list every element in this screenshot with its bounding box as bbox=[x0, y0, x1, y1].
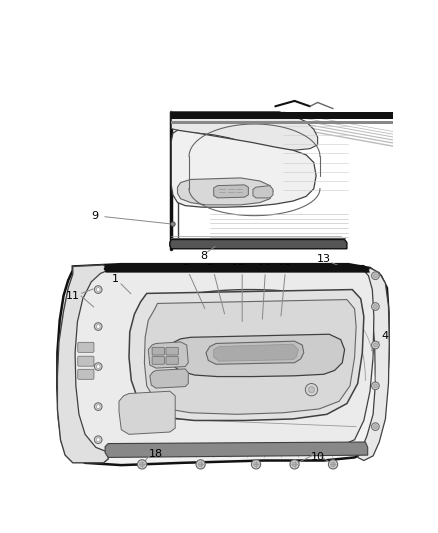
Circle shape bbox=[371, 272, 379, 280]
Circle shape bbox=[94, 436, 102, 443]
Circle shape bbox=[196, 460, 205, 469]
Circle shape bbox=[96, 288, 100, 292]
Circle shape bbox=[331, 462, 336, 467]
FancyBboxPatch shape bbox=[166, 357, 178, 364]
Text: 11: 11 bbox=[66, 290, 80, 301]
Text: 8: 8 bbox=[200, 251, 207, 261]
Text: 16: 16 bbox=[258, 264, 272, 274]
Polygon shape bbox=[150, 369, 188, 388]
Circle shape bbox=[290, 460, 299, 469]
Circle shape bbox=[292, 462, 297, 467]
Polygon shape bbox=[129, 289, 364, 421]
Polygon shape bbox=[214, 344, 298, 361]
Circle shape bbox=[96, 438, 100, 442]
Polygon shape bbox=[119, 391, 175, 434]
Circle shape bbox=[374, 274, 377, 278]
Circle shape bbox=[328, 460, 338, 469]
Circle shape bbox=[198, 462, 203, 467]
FancyBboxPatch shape bbox=[78, 342, 94, 352]
Polygon shape bbox=[167, 334, 345, 377]
FancyBboxPatch shape bbox=[78, 369, 94, 379]
Polygon shape bbox=[171, 121, 393, 124]
Text: 17: 17 bbox=[232, 264, 246, 274]
Polygon shape bbox=[171, 112, 393, 119]
Circle shape bbox=[371, 423, 379, 431]
Text: 3: 3 bbox=[206, 264, 213, 274]
Polygon shape bbox=[358, 268, 389, 461]
FancyBboxPatch shape bbox=[78, 356, 94, 366]
Text: 2: 2 bbox=[182, 264, 189, 274]
Polygon shape bbox=[57, 265, 108, 463]
Polygon shape bbox=[177, 178, 273, 205]
Polygon shape bbox=[103, 265, 370, 273]
Circle shape bbox=[374, 343, 377, 347]
Text: 15: 15 bbox=[278, 264, 292, 274]
Polygon shape bbox=[57, 264, 389, 465]
Circle shape bbox=[138, 460, 147, 469]
Circle shape bbox=[371, 382, 379, 390]
Text: 13: 13 bbox=[317, 254, 331, 264]
Text: 9: 9 bbox=[91, 211, 98, 221]
Circle shape bbox=[371, 303, 379, 310]
Circle shape bbox=[94, 286, 102, 294]
Circle shape bbox=[374, 425, 377, 429]
Circle shape bbox=[96, 325, 100, 328]
FancyBboxPatch shape bbox=[166, 348, 178, 355]
Circle shape bbox=[374, 384, 377, 387]
Circle shape bbox=[94, 403, 102, 410]
Text: 18: 18 bbox=[149, 449, 163, 458]
Circle shape bbox=[140, 462, 145, 467]
Circle shape bbox=[254, 462, 258, 467]
Text: 4: 4 bbox=[382, 331, 389, 341]
Polygon shape bbox=[75, 269, 374, 456]
Circle shape bbox=[251, 460, 261, 469]
Circle shape bbox=[94, 322, 102, 330]
Circle shape bbox=[308, 386, 314, 393]
Text: 10: 10 bbox=[311, 451, 325, 462]
FancyBboxPatch shape bbox=[152, 357, 164, 364]
Circle shape bbox=[96, 405, 100, 408]
Circle shape bbox=[96, 365, 100, 368]
Polygon shape bbox=[148, 342, 188, 368]
Circle shape bbox=[94, 363, 102, 370]
Polygon shape bbox=[253, 185, 273, 198]
Polygon shape bbox=[105, 442, 367, 457]
Circle shape bbox=[374, 304, 377, 309]
Circle shape bbox=[305, 384, 318, 396]
Circle shape bbox=[371, 341, 379, 349]
Polygon shape bbox=[145, 300, 356, 414]
Polygon shape bbox=[170, 239, 347, 249]
Circle shape bbox=[170, 222, 175, 227]
Text: 1: 1 bbox=[112, 274, 119, 284]
FancyBboxPatch shape bbox=[152, 348, 164, 355]
Polygon shape bbox=[171, 112, 318, 150]
Polygon shape bbox=[171, 130, 316, 207]
Polygon shape bbox=[214, 185, 248, 198]
Polygon shape bbox=[206, 341, 304, 364]
